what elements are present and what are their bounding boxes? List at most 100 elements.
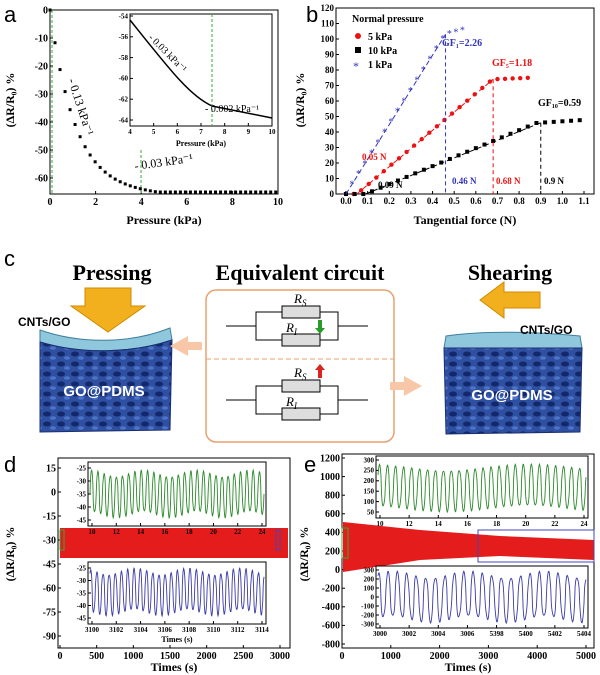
panel-a-point [113,177,117,181]
panel-b-point-10kpa [534,120,539,125]
panel-b-point-1kpa: * [427,55,432,66]
panel-e-ytick: 0 [335,565,340,576]
panel-b-ytick: 120 [321,3,335,13]
panel-b-point-10kpa [499,135,504,140]
panel-b-point-10kpa [465,149,470,154]
panel-d-inset-top-xtick: 22 [234,528,242,536]
panel-d-inset-bottom-xtick: 3104 [134,626,149,634]
panel-d-inset-top-xtick: 12 [113,528,121,536]
waveform [377,462,587,514]
panel-b-xlabel: Tangential force (N) [414,213,517,227]
panel-a-point [188,190,192,194]
panel-e-xtick: 4000 [527,651,547,662]
panel-e-inset-bottom-ytick: -100 [361,602,374,610]
panel-a-xtick: 4 [139,197,144,208]
panel-b-ann-068: 0.68 N [496,176,521,186]
panel-b-chart: 0.0 0.1 0.2 0.3 0.4 0.5 0.6 0.7 0.8 0.9 1.0 1.1 0 10… [293,3,595,227]
panel-d-inset-bottom-ytick: -35 [77,589,87,597]
panel-d-ytick: -45 [43,559,56,570]
panel-a-point [198,190,202,194]
panel-b-point-1kpa: * [369,148,374,159]
panel-b-ytick: 70 [325,81,335,91]
panel-b-ann-009: 0.09 N [378,180,403,190]
panel-b-ytick: 50 [325,112,335,122]
panel-a-point [158,190,162,194]
panel-a-ylabel: (ΔR/R₀) % [3,73,17,128]
panel-b-point-5kpa [510,76,515,81]
panel-b-xtick: 0.7 [492,196,504,206]
panel-a-point [229,190,233,194]
panel-d-ytick: -30 [43,535,56,546]
panel-d-inset-bottom-ytick: -25 [77,564,87,572]
panel-b-point-10kpa [447,156,452,161]
panel-a-xtick: 0 [48,197,53,208]
panel-a-xtick: 10 [273,197,283,208]
ri-bottom: RI [285,394,298,411]
panel-a-ytick: 0 [43,5,48,16]
panel-a-point [138,187,142,191]
panel-b-point-5kpa [518,75,523,81]
panel-e-inset-bottom-xtick: 3000 [373,630,388,638]
panel-d-xtick: 3000 [270,651,290,662]
panel-e-inset-bottom-xtick: 5398 [490,630,505,638]
panel-a-inset-ytick: -62 [119,96,129,104]
panel-b-point-5kpa [502,76,508,81]
panel-b-point-10kpa [456,153,461,158]
panel-b-point-10kpa [421,167,426,172]
panel-d-ytick: -75 [43,607,56,618]
panel-e-inset-top-xtick: 12 [406,520,414,528]
panel-d-inset-xlabel: Times (s) [161,635,193,644]
panel-a-slope2: - 0.03 kPa⁻¹ [133,151,194,173]
shearing-title: Shearing [468,260,552,285]
panel-a-inset-xtick: 4 [128,128,132,136]
panel-e-inset-bottom-ytick: 100 [364,584,375,592]
panel-a-inset-xtick: 7 [199,128,203,136]
panel-b-point-10kpa [491,138,496,143]
panel-d-inset-top-ytick: -40 [77,503,87,511]
panel-b-ytick: 40 [325,127,335,137]
panel-b-legend-1kpa: 1 kPa [368,60,392,71]
panel-b-ytick: 10 [325,174,335,184]
panel-a-inset-xtick: 8 [223,128,227,136]
gopdms-label-right: GO@PDMS [471,387,552,404]
panel-e-inset-bottom-xtick: 3004 [431,630,446,638]
panel-e-inset-top-ytick: 150 [364,488,375,496]
panel-a-point [239,190,243,194]
panel-b-point-10kpa [361,192,366,196]
panel-a-point [214,190,218,194]
panel-e-xtick: 1000 [381,651,401,662]
gopdms-label-left: GO@PDMS [63,383,144,400]
panel-e-inset-bottom-ytick: -300 [361,620,374,628]
panel-b-ytick: 80 [325,65,335,75]
panel-a-point [244,190,248,194]
panel-a-point [219,190,223,194]
panel-d-inset-bottom-ytick: -45 [77,614,87,622]
panel-e-ytick: -400 [322,602,340,613]
panel-b-point-5kpa [525,75,530,81]
panel-d-inset-top-xtick: 20 [210,528,218,536]
panel-b-point-10kpa [569,118,574,123]
panel-d-ytick: -90 [43,631,56,642]
panel-a-ytick: -30 [35,89,48,100]
panel-b-gf10: GF₁₀=0.59 [538,98,581,109]
panel-a-point [254,190,258,194]
panel-b-xtick: 0.9 [535,196,547,206]
panel-b-point-10kpa [352,192,357,196]
panel-e-chart: 0 1000 2000 3000 4000 5000 120010008006004002… [300,453,596,674]
panel-a-point [63,90,67,94]
panel-a-point [178,190,182,194]
ri-top: RI [285,320,298,337]
panel-d-inset-top-ytick: -35 [77,490,87,498]
panel-b-point-1kpa: * [460,25,465,36]
panel-e-inset-top-xtick: 14 [435,520,443,528]
panel-b-xtick: 0.8 [513,196,525,206]
panel-e-ytick: 200 [325,546,340,557]
panel-a-chart: 0 2 4 6 8 10 0 -10 -20 -30 -40 -50 -60 - 0.13 kPa⁻¹… [3,5,283,227]
panel-a-point [168,190,172,194]
panel-e-inset-bottom-xtick: 5400 [519,630,534,638]
panel-d-ytick: 15 [46,463,56,474]
panel-a-inset-xtick: 9 [247,128,251,136]
panel-a-point [58,68,62,72]
panel-b-point-5kpa [495,76,500,82]
panel-e-inset-bottom-xtick: 5402 [548,630,563,638]
